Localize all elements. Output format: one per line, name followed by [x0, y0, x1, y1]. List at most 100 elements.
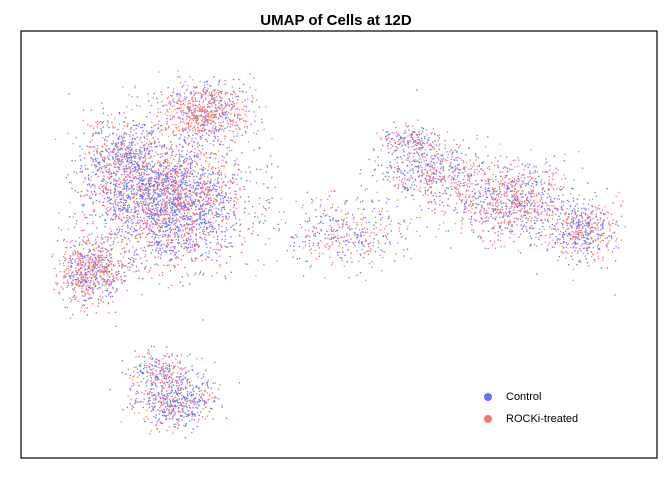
point-rocki-treated: [429, 175, 431, 177]
point-control: [153, 238, 156, 240]
point-rocki-treated: [217, 161, 220, 163]
point-rocki-treated: [73, 274, 75, 276]
point-rocki-treated: [180, 217, 182, 219]
point-rocki-treated: [106, 187, 108, 190]
point-rocki-treated: [304, 244, 307, 247]
point-rocki-treated: [140, 126, 142, 129]
point-rocki-treated: [155, 189, 157, 191]
point-control: [180, 204, 183, 206]
point-control: [164, 222, 166, 224]
point-control: [89, 285, 91, 287]
point-control: [106, 196, 109, 198]
point-control: [305, 212, 307, 215]
point-control: [157, 127, 159, 129]
point-rocki-treated: [195, 121, 197, 123]
point-control: [194, 170, 196, 173]
point-control: [109, 199, 111, 201]
point-control: [205, 243, 208, 245]
point-rocki-treated: [119, 218, 121, 220]
point-rocki-treated: [200, 108, 202, 110]
point-rocki-treated: [72, 252, 74, 254]
point-rocki-treated: [202, 185, 204, 187]
point-rocki-treated: [152, 233, 154, 235]
point-rocki-treated: [148, 181, 150, 183]
point-control: [165, 181, 167, 183]
point-rocki-treated: [187, 210, 190, 212]
point-rocki-treated: [95, 167, 97, 169]
point-rocki-treated: [207, 202, 209, 204]
point-control: [202, 230, 204, 232]
point-rocki-treated: [211, 117, 213, 119]
point-control: [237, 95, 239, 97]
point-control: [139, 157, 141, 159]
point-control: [82, 280, 84, 282]
point-control: [132, 222, 134, 224]
point-control: [95, 194, 97, 196]
point-rocki-treated: [206, 182, 209, 184]
point-rocki-treated: [104, 256, 106, 259]
point-control: [182, 205, 184, 208]
point-rocki-treated: [233, 105, 235, 107]
point-rocki-treated: [139, 187, 141, 189]
point-rocki-treated: [136, 163, 138, 165]
point-rocki-treated: [126, 106, 128, 108]
point-rocki-treated: [199, 232, 201, 234]
point-rocki-treated: [119, 200, 122, 202]
point-control: [196, 116, 198, 118]
point-control: [385, 234, 387, 236]
point-rocki-treated: [166, 242, 169, 244]
point-control: [394, 260, 396, 262]
point-control: [401, 236, 403, 238]
point-rocki-treated: [194, 250, 196, 252]
point-rocki-treated: [69, 202, 71, 204]
point-control: [219, 115, 221, 118]
point-control: [181, 187, 183, 189]
point-rocki-treated: [78, 280, 81, 282]
point-rocki-treated: [214, 106, 216, 108]
point-rocki-treated: [92, 127, 95, 129]
point-rocki-treated: [183, 122, 186, 124]
point-control: [114, 184, 116, 186]
point-rocki-treated: [327, 237, 329, 240]
point-control: [65, 177, 68, 179]
point-rocki-treated: [162, 247, 164, 249]
point-rocki-treated: [359, 253, 361, 255]
point-control: [132, 168, 134, 170]
point-control: [80, 266, 82, 269]
point-rocki-treated: [126, 219, 129, 221]
point-control: [320, 221, 322, 223]
point-control: [133, 227, 135, 230]
point-rocki-treated: [146, 171, 148, 173]
point-control: [175, 226, 178, 229]
point-control: [108, 171, 110, 173]
point-rocki-treated: [315, 197, 317, 199]
point-control: [99, 193, 101, 195]
point-control: [158, 194, 160, 196]
point-rocki-treated: [153, 223, 155, 226]
point-rocki-treated: [347, 213, 349, 215]
point-rocki-treated: [158, 190, 161, 192]
point-rocki-treated: [74, 160, 76, 162]
point-rocki-treated: [215, 243, 218, 245]
point-rocki-treated: [200, 204, 202, 207]
point-rocki-treated: [196, 204, 199, 206]
point-rocki-treated: [170, 162, 173, 164]
point-control: [104, 187, 107, 189]
point-rocki-treated: [182, 110, 184, 112]
point-control: [118, 272, 120, 274]
point-control: [212, 226, 214, 228]
point-rocki-treated: [84, 269, 86, 271]
point-control: [209, 182, 211, 184]
point-control: [80, 281, 83, 284]
point-control: [157, 185, 159, 187]
point-control: [179, 160, 181, 162]
point-rocki-treated: [221, 220, 223, 222]
point-control: [92, 223, 94, 225]
point-rocki-treated: [238, 234, 241, 236]
point-rocki-treated: [164, 205, 167, 207]
point-rocki-treated: [190, 125, 192, 127]
point-rocki-treated: [80, 230, 83, 232]
point-rocki-treated: [302, 204, 304, 206]
point-control: [223, 181, 225, 183]
point-control: [185, 157, 187, 159]
